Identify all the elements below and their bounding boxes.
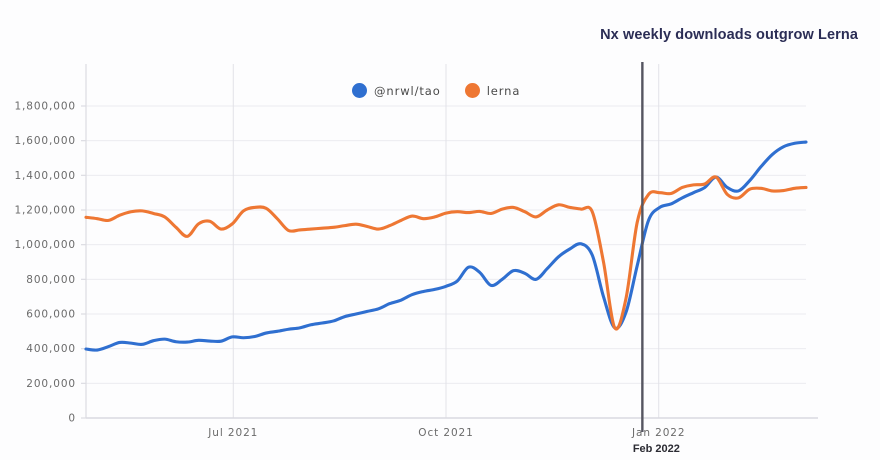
y-tick-label: 1,000,000 bbox=[14, 239, 76, 251]
y-tick-label: 1,400,000 bbox=[14, 170, 76, 182]
legend-dot-icon bbox=[352, 83, 367, 98]
data-series-group bbox=[84, 140, 808, 352]
axis-lines bbox=[85, 64, 818, 419]
y-tick-label: 0 bbox=[68, 413, 76, 425]
legend-label-nx: @nrwl/tao bbox=[374, 83, 441, 98]
x-axis-tick-labels: Jul 2021 Oct 2021 Jan 2022 bbox=[207, 427, 685, 439]
legend-dot-icon bbox=[464, 83, 480, 98]
vertical-grid-lines bbox=[232, 64, 660, 418]
legend-item-lerna[interactable]: lerna bbox=[464, 83, 521, 98]
y-tick-label: 1,200,000 bbox=[14, 205, 76, 217]
x-tick-label: Jul 2021 bbox=[207, 427, 258, 439]
chart-title: Nx weekly downloads outgrow Lerna bbox=[600, 27, 858, 43]
annotation-label: Feb 2022 bbox=[633, 443, 680, 455]
y-tick-label: 400,000 bbox=[26, 343, 76, 355]
legend-item-nx[interactable]: @nrwl/tao bbox=[352, 83, 441, 98]
series-line-lerna bbox=[84, 175, 808, 331]
x-tick-label: Oct 2021 bbox=[418, 427, 473, 439]
legend-label-lerna: lerna bbox=[486, 83, 521, 98]
y-tick-label: 1,600,000 bbox=[14, 135, 76, 147]
y-axis-tick-labels: 0 200,000 400,000 600,000 800,000 1,000,000 1,… bbox=[14, 101, 86, 425]
y-tick-label: 800,000 bbox=[26, 274, 76, 286]
y-tick-label: 1,800,000 bbox=[14, 101, 76, 113]
annotation-marker: Feb 2022 bbox=[633, 62, 680, 455]
series-line-nrwltao bbox=[84, 140, 808, 352]
chart-legend: @nrwl/tao lerna bbox=[352, 83, 520, 98]
y-tick-label: 600,000 bbox=[26, 309, 76, 321]
y-tick-label: 200,000 bbox=[26, 378, 76, 390]
x-tick-label: Jan 2022 bbox=[631, 427, 685, 439]
